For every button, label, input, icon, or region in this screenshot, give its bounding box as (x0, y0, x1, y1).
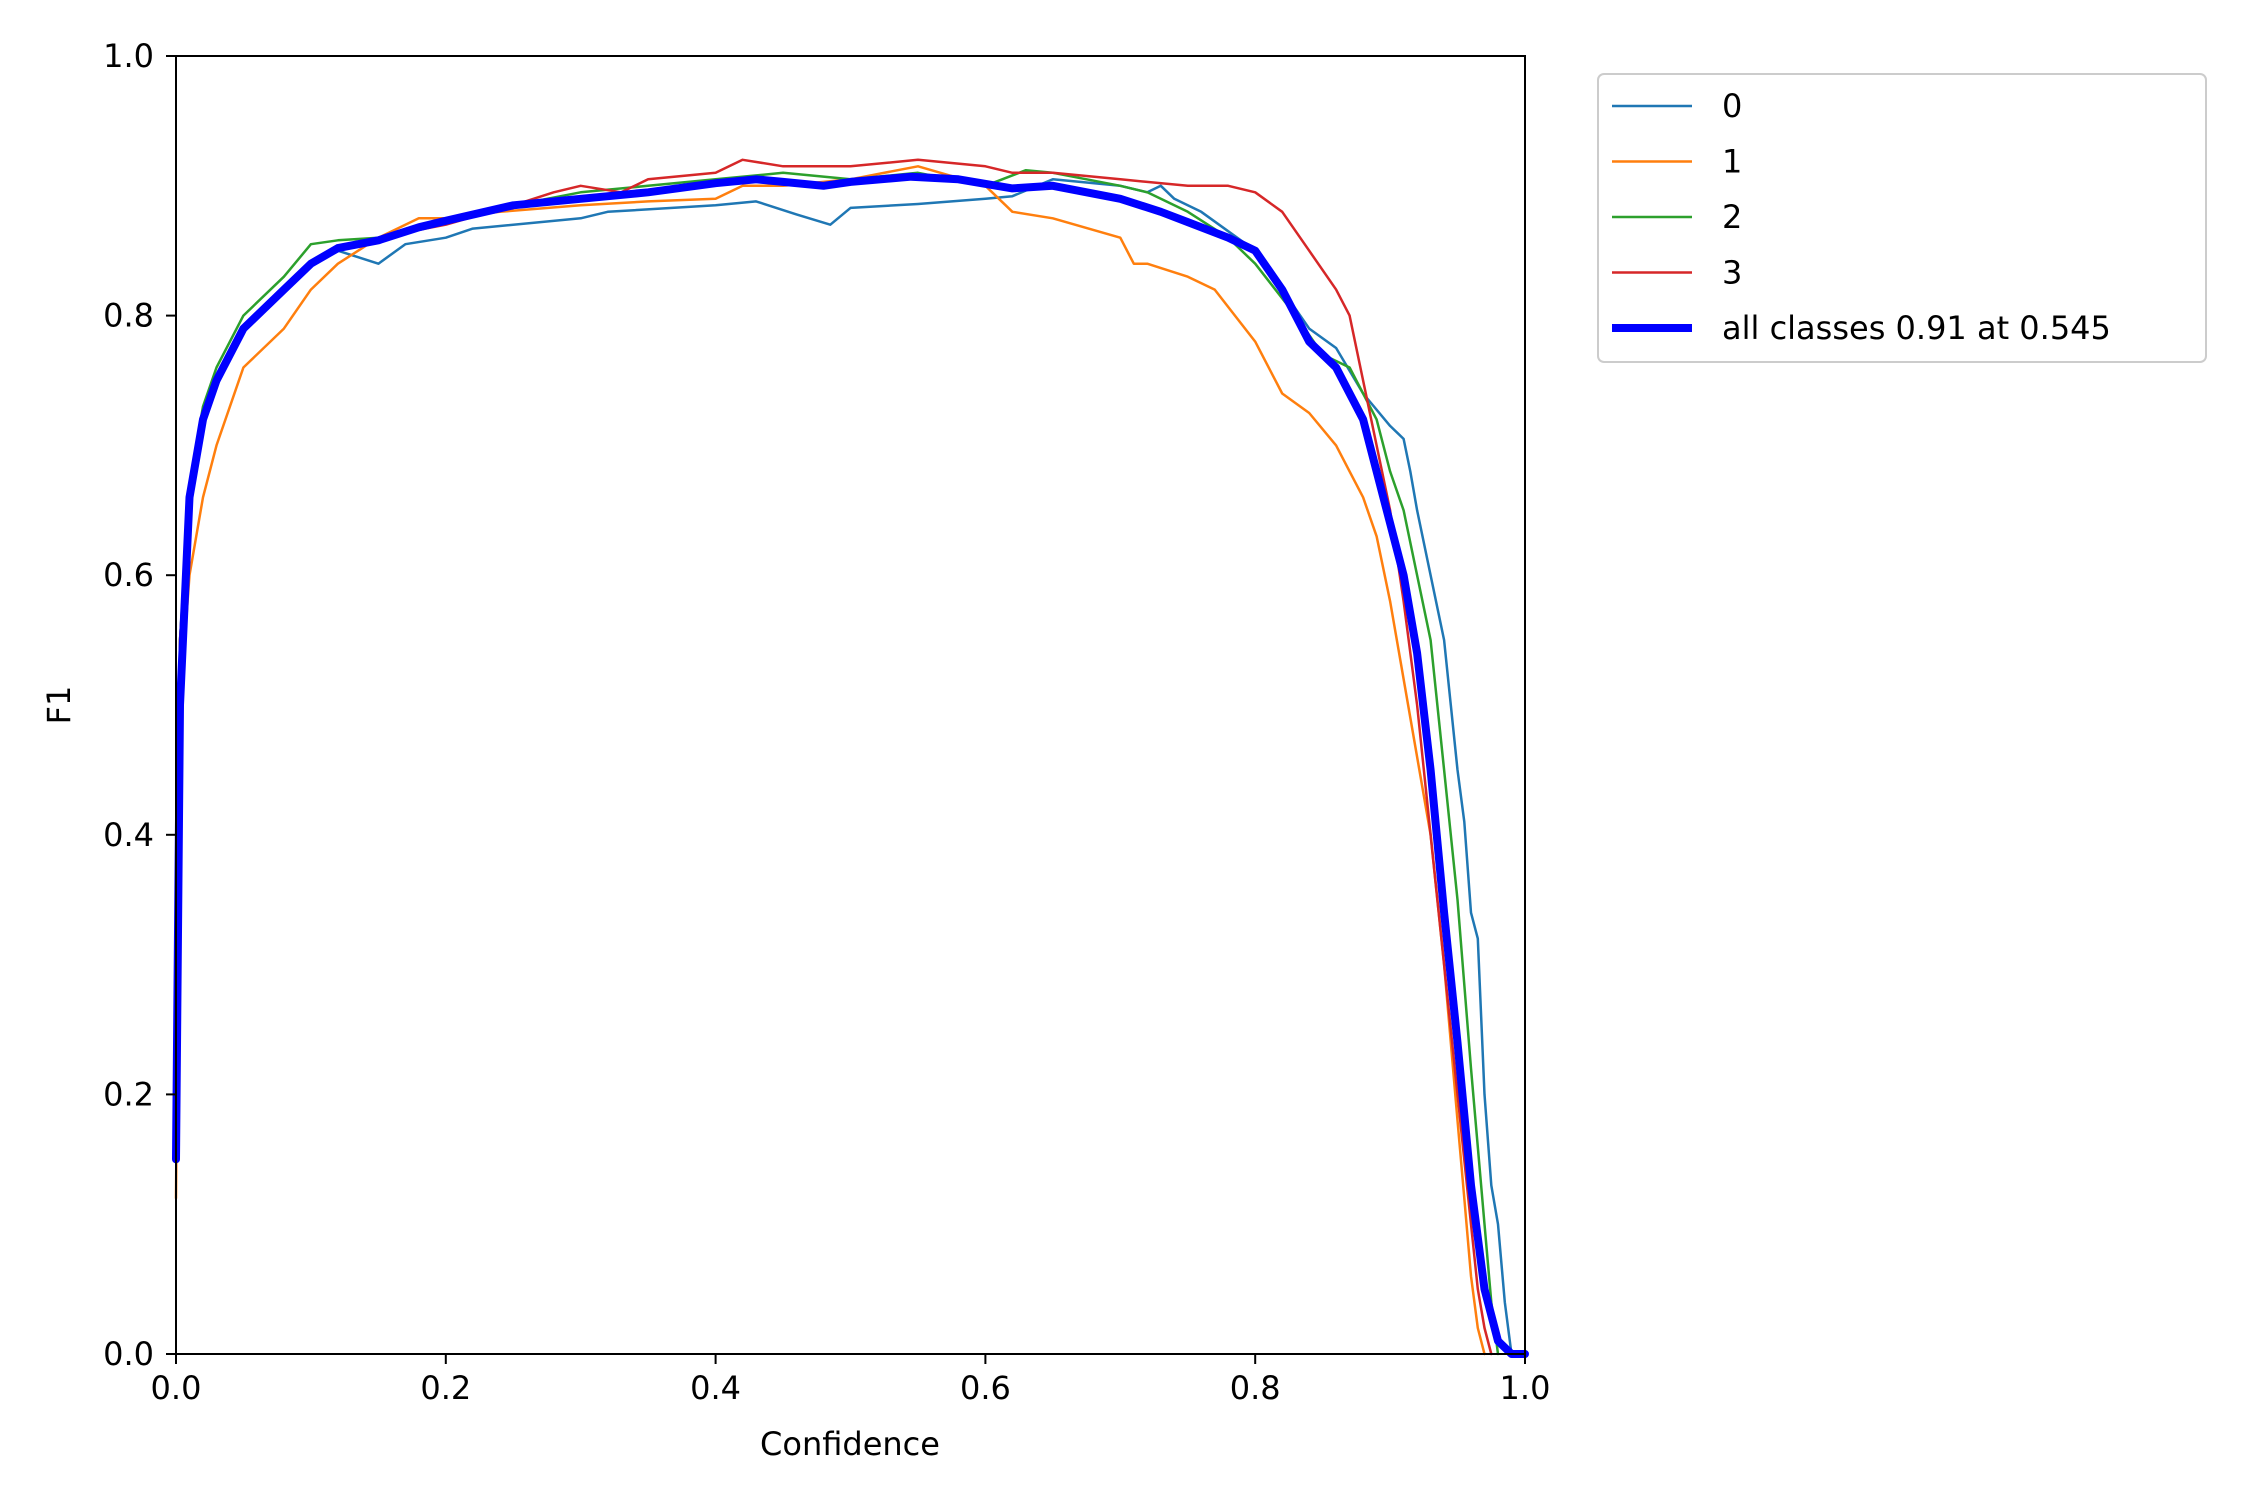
series-line-class-0 (174, 178, 1513, 1356)
x-tick-label: 0.4 (690, 1369, 741, 1407)
axis-ticks: 0.0 0.2 0.4 0.6 0.8 1.0 0.0 0.2 0.4 0.6 0.8 1.0 (103, 37, 1550, 1407)
x-axis-label: Confidence (760, 1425, 940, 1463)
y-tick-label: 0.8 (103, 297, 154, 335)
y-tick-label: 0.0 (103, 1335, 154, 1373)
plot-frame (175, 55, 1526, 1355)
series-lines (172, 158, 1529, 1358)
series-line-class-2 (174, 168, 1500, 1356)
x-tick-label: 1.0 (1500, 1369, 1551, 1407)
series-line-class-1 (174, 165, 1486, 1356)
x-tick-label: 0.0 (151, 1369, 202, 1407)
y-axis-label: F1 (40, 686, 78, 725)
legend-label: 0 (1722, 87, 1742, 125)
legend-label: 3 (1722, 254, 1742, 292)
y-tick-label: 0.6 (103, 556, 154, 594)
legend-label: all classes 0.91 at 0.545 (1722, 309, 2111, 347)
legend: 0 1 2 3 all classes 0.91 at 0.545 (1597, 73, 2207, 363)
x-tick-label: 0.2 (420, 1369, 471, 1407)
legend-label: 1 (1722, 143, 1742, 181)
legend-label: 2 (1722, 198, 1742, 236)
y-tick-label: 0.2 (103, 1075, 154, 1113)
y-tick-label: 1.0 (103, 37, 154, 75)
y-tick-label: 0.4 (103, 816, 154, 854)
series-line-all-classes (172, 172, 1529, 1358)
x-tick-label: 0.8 (1230, 1369, 1281, 1407)
series-line-class-3 (174, 158, 1493, 1356)
legend-box (1597, 73, 2207, 363)
x-tick-label: 0.6 (960, 1369, 1011, 1407)
